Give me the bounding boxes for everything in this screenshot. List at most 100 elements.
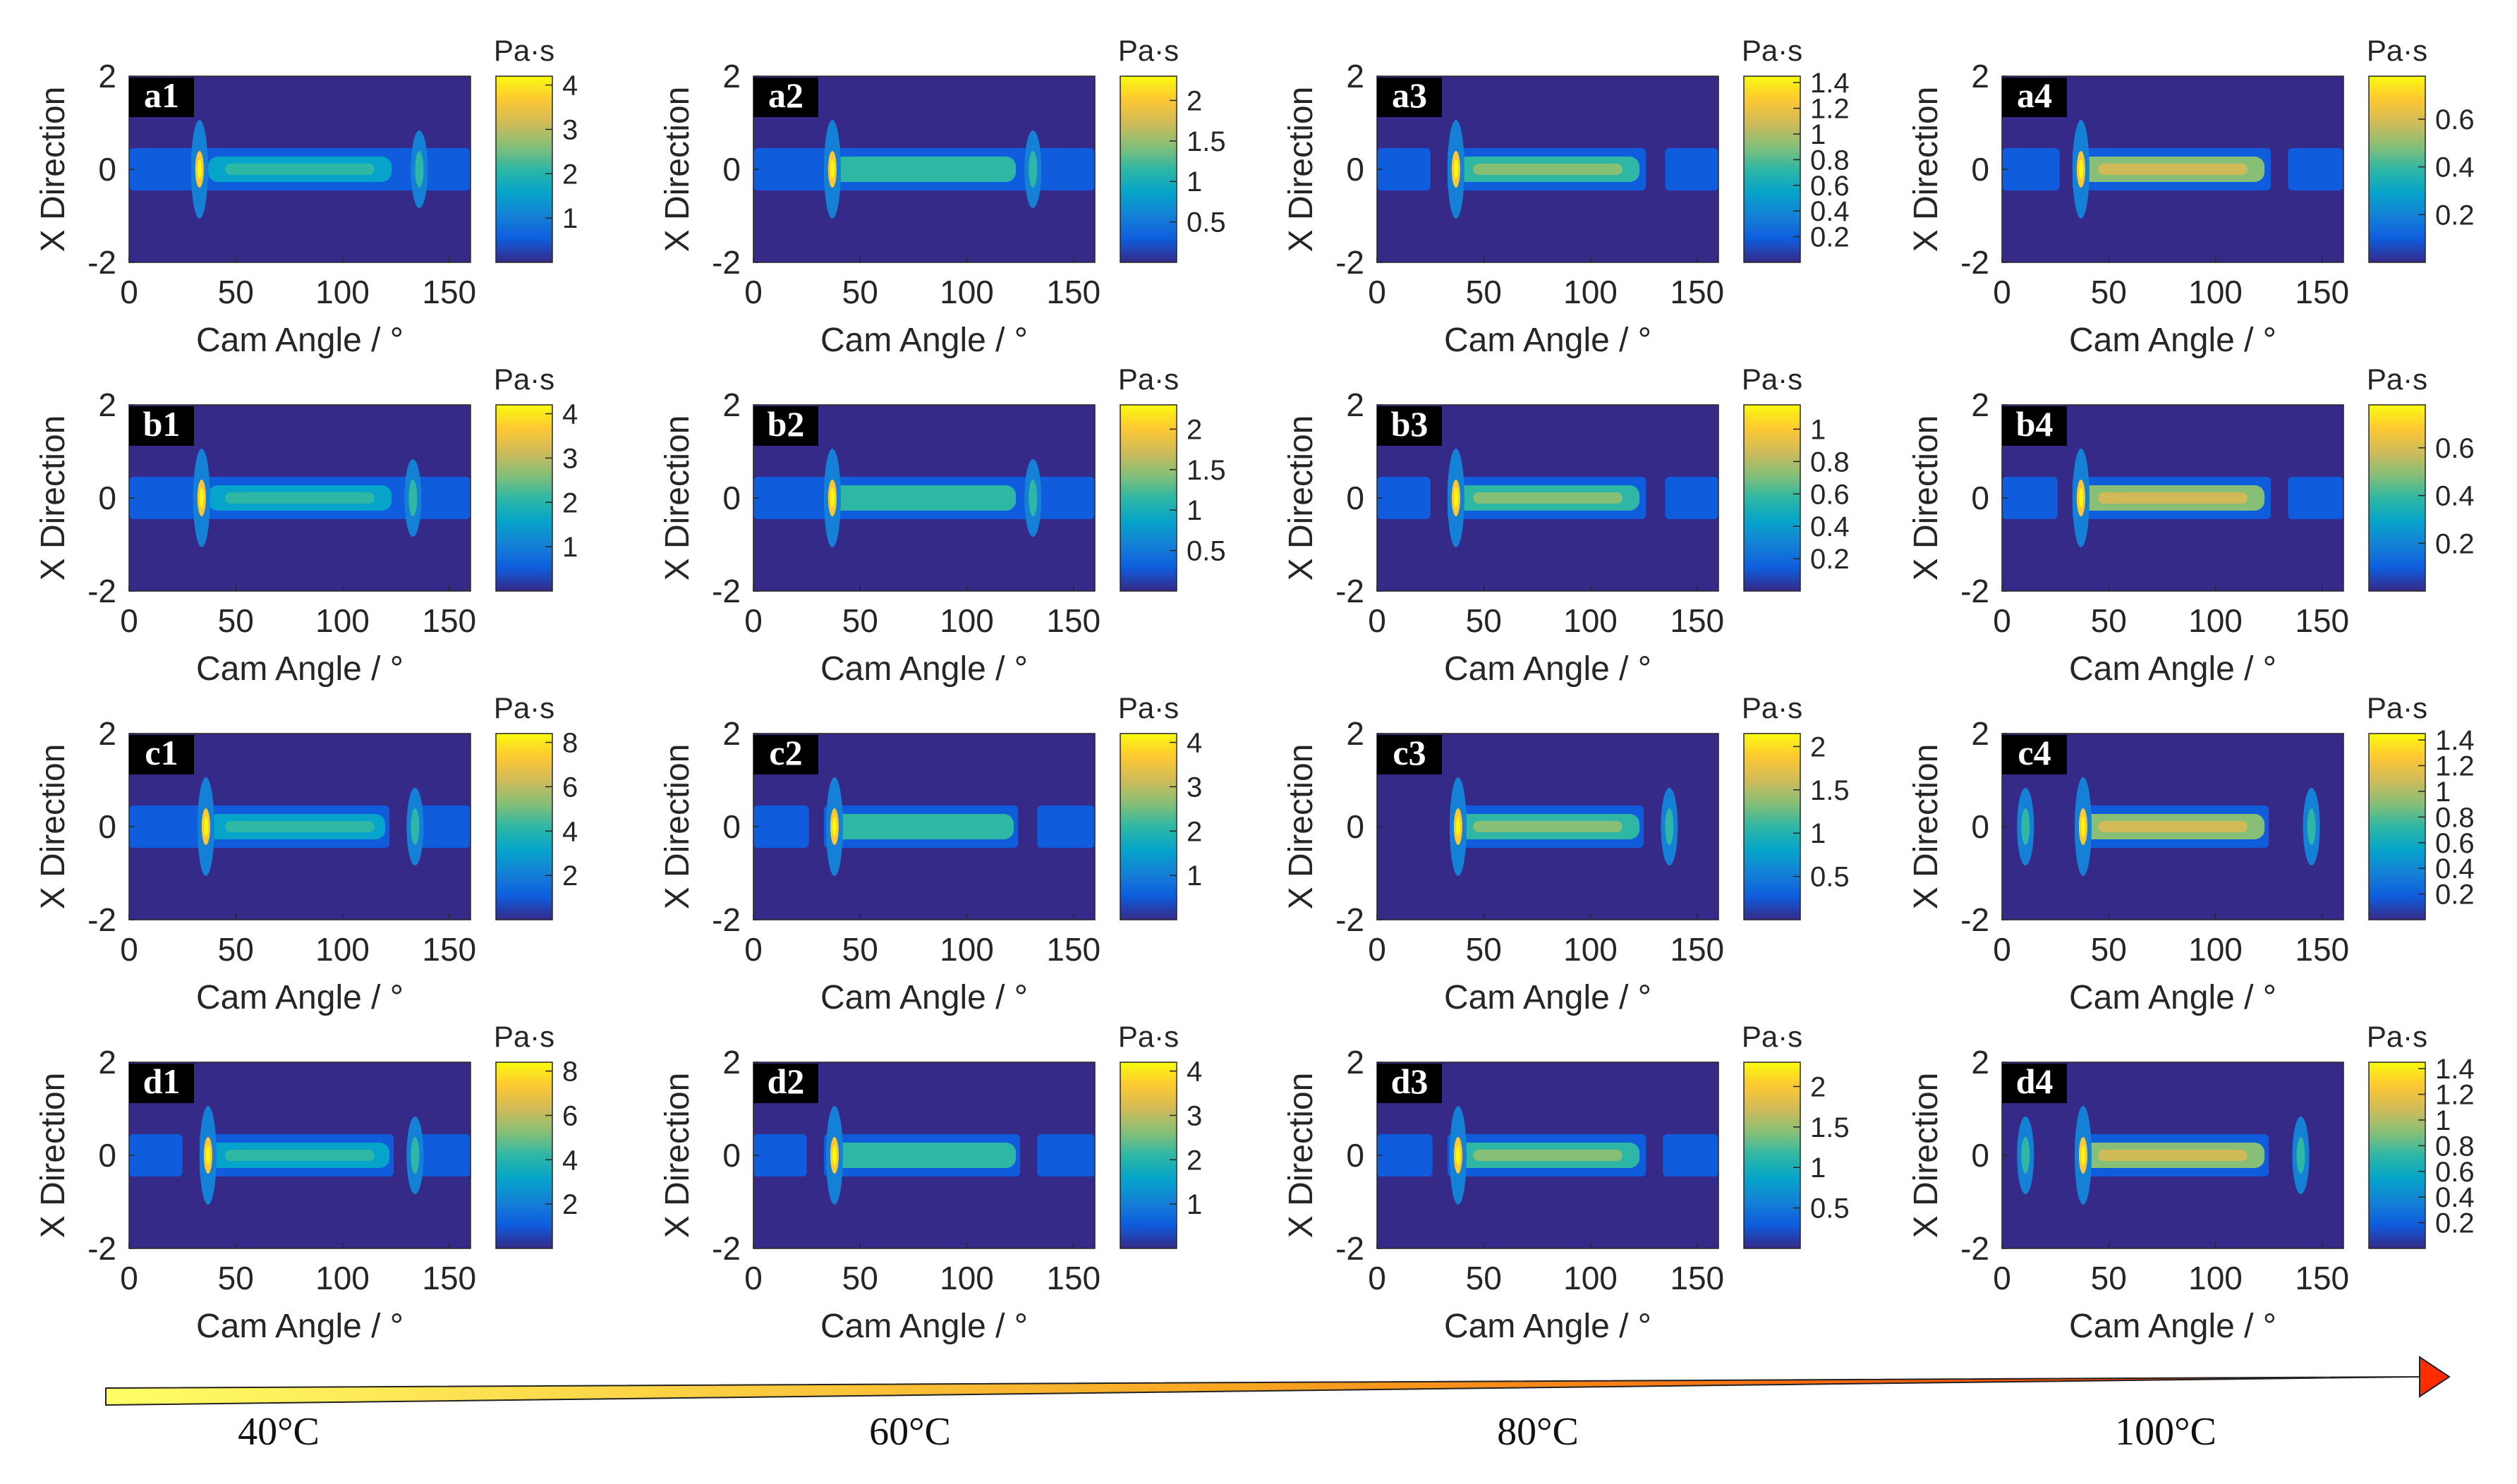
y-tick-label: 0 (1346, 480, 1364, 516)
x-tick-label: 100 (940, 1260, 994, 1296)
colorbar-tick-label: 0.2 (2435, 880, 2475, 911)
x-tick-label: 100 (940, 602, 994, 639)
panel-label: c2 (769, 733, 802, 772)
y-tick-label: 2 (1971, 715, 1989, 752)
y-tick-label: 2 (1971, 58, 1989, 95)
panel-label: c3 (1393, 733, 1426, 772)
y-tick-label: 2 (98, 58, 116, 95)
x-tick-label: 50 (842, 1260, 878, 1296)
colorbar (495, 1062, 553, 1249)
y-tick-label: 0 (98, 480, 116, 516)
y-tick-label: 0 (1971, 151, 1989, 188)
y-tick-label: 0 (1346, 1137, 1364, 1174)
panel-label: b3 (1391, 404, 1429, 444)
temperature-label-80: 80°C (1497, 1410, 1579, 1454)
panel-label-box (753, 78, 818, 117)
viscosity-inner (849, 164, 999, 175)
colorbar-tick-label: 4 (562, 816, 578, 847)
x-tick-label: 0 (1993, 931, 2011, 968)
x-tick-label: 50 (218, 602, 254, 639)
colorbar-tick-label: 8 (562, 728, 578, 759)
viscosity-peak-core (1453, 159, 1458, 179)
panel-label-box (1377, 735, 1442, 774)
viscosity-peak-core (1455, 1145, 1460, 1165)
x-tick-label: 150 (1670, 274, 1724, 310)
x-tick-label: 0 (1368, 602, 1386, 639)
y-tick-label: -2 (1960, 901, 1989, 938)
temperature-label-100: 100°C (2115, 1410, 2216, 1454)
y-tick-label: 2 (98, 715, 116, 752)
y-tick-label: 0 (1346, 808, 1364, 845)
viscosity-inner (1473, 164, 1623, 175)
colorbar (1120, 404, 1177, 592)
colorbar-tick-label: 1.4 (2435, 1054, 2475, 1085)
y-axis-label: X Direction (1282, 87, 1320, 253)
colorbar-tick-label: 0.2 (2435, 1208, 2475, 1239)
y-tick-label: 2 (1346, 387, 1364, 423)
colorbar-tick-label: 2 (562, 1189, 578, 1220)
x-tick-label: 0 (120, 1260, 138, 1296)
colorbar-unit: Pa·s (1118, 363, 1179, 396)
viscosity-band (1377, 477, 1431, 519)
colorbar-tick-label: 8 (562, 1057, 578, 1088)
colorbar-tick-label: 1 (1187, 860, 1202, 892)
colorbar-tick-label: 1 (1187, 495, 1202, 526)
panel-label-box (2002, 78, 2067, 117)
colorbar-tick-label: 2 (562, 159, 578, 190)
colorbar-tick-label: 1.4 (2435, 725, 2475, 756)
y-tick-label: 0 (722, 1137, 741, 1174)
colorbar-unit: Pa·s (1118, 34, 1179, 67)
y-tick-label: -2 (1335, 244, 1364, 281)
colorbar-tick-label: 2 (1187, 85, 1202, 116)
colorbar-tick-label: 0.2 (2435, 528, 2475, 559)
y-tick-label: 0 (722, 151, 741, 188)
colorbar (1743, 733, 1801, 920)
colorbar-tick-label: 0.4 (2435, 1182, 2475, 1213)
y-axis-label: X Direction (659, 744, 696, 910)
viscosity-peak-core (2078, 159, 2083, 179)
x-tick-label: 150 (1670, 931, 1724, 968)
viscosity-band (2002, 477, 2058, 519)
colorbar-tick-label: 0.2 (1810, 544, 1850, 575)
colorbar-unit: Pa·s (1742, 34, 1802, 67)
panel-label: d2 (768, 1062, 805, 1101)
x-tick-label: 150 (1046, 274, 1100, 310)
viscosity-band (2288, 477, 2343, 519)
panel-label-box (129, 1064, 194, 1103)
colorbar-unit: Pa·s (494, 34, 554, 67)
y-axis-label: X Direction (35, 415, 72, 581)
colorbar-tick-label: 2 (1810, 731, 1826, 762)
panel-label: d1 (143, 1062, 181, 1101)
colorbar-unit: Pa·s (2367, 34, 2427, 67)
panel-label-box (753, 406, 818, 446)
viscosity-peak-core (197, 159, 202, 179)
colorbar-tick-label: 1.5 (1810, 775, 1850, 806)
colorbar-tick-label: 4 (1187, 1057, 1202, 1088)
y-axis-label: X Direction (1908, 1073, 1945, 1239)
x-tick-label: 150 (1670, 602, 1724, 639)
y-tick-label: -2 (87, 244, 116, 281)
y-axis-label: X Direction (1282, 744, 1320, 910)
viscosity-peak (2307, 808, 2316, 845)
x-axis-label: Cam Angle / ° (820, 979, 1028, 1016)
y-tick-label: -2 (87, 901, 116, 938)
y-tick-label: 0 (722, 808, 741, 845)
colorbar-tick-label: 1.5 (1810, 1112, 1850, 1143)
viscosity-band (2002, 148, 2060, 190)
panel-label-box (2002, 735, 2067, 774)
x-tick-label: 50 (1466, 931, 1502, 968)
y-tick-label: 2 (1346, 715, 1364, 752)
viscosity-inner (849, 492, 999, 504)
y-axis-label: X Direction (35, 1073, 72, 1239)
x-tick-label: 150 (422, 1260, 476, 1296)
x-tick-label: 50 (218, 931, 254, 968)
viscosity-band (1037, 1134, 1095, 1176)
colorbar-unit: Pa·s (1118, 691, 1179, 724)
